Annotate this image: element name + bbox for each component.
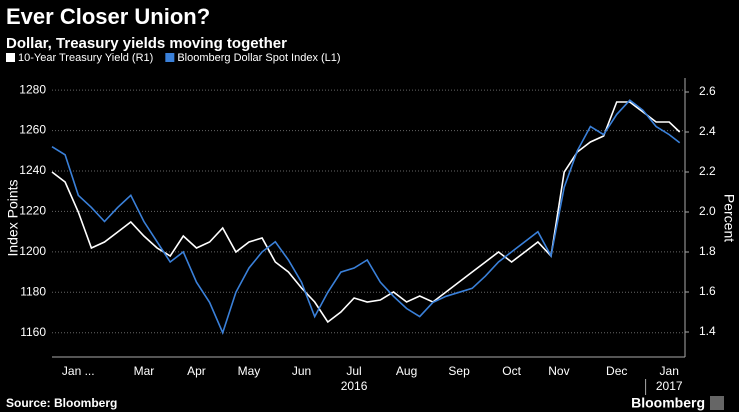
y-tick-label: 1180 bbox=[20, 284, 46, 298]
x-tick-label: Jan ... bbox=[62, 364, 95, 378]
x-tick-label: Jan bbox=[660, 364, 679, 378]
x-tick-label: Mar bbox=[134, 364, 155, 378]
x-tick-label: Nov bbox=[548, 364, 569, 378]
y2-tick-label: 1.4 bbox=[699, 324, 716, 338]
y2-tick-label: 1.6 bbox=[699, 284, 716, 298]
x-tick-label: Sep bbox=[448, 364, 470, 378]
y-tick-label: 1240 bbox=[19, 163, 46, 177]
x-tick-label: Dec bbox=[606, 364, 627, 378]
y-tick-label: 1160 bbox=[20, 325, 46, 339]
brand-icon bbox=[710, 396, 724, 410]
y2-tick-label: 2.0 bbox=[699, 204, 716, 218]
chart-subtitle: Dollar, Treasury yields moving together bbox=[6, 35, 287, 52]
x-tick-label: Apr bbox=[187, 364, 206, 378]
y-tick-label: 1260 bbox=[19, 123, 46, 137]
x-tick-label: Jun bbox=[292, 364, 311, 378]
x-tick-label: May bbox=[238, 364, 261, 378]
legend-label: Bloomberg Dollar Spot Index (L1) bbox=[177, 52, 340, 64]
y2-tick-label: 1.8 bbox=[699, 244, 716, 258]
y-tick-label: 1220 bbox=[19, 204, 46, 218]
legend-swatch bbox=[165, 53, 175, 62]
x-year-label: 2017 bbox=[656, 379, 683, 393]
x-year-label: 2016 bbox=[341, 379, 368, 393]
y-tick-label: 1200 bbox=[19, 244, 46, 258]
y2-tick-label: 2.2 bbox=[699, 164, 716, 178]
y2-axis-title: Percent bbox=[721, 194, 737, 242]
x-tick-label: Aug bbox=[396, 364, 417, 378]
legend-swatch bbox=[6, 53, 15, 62]
y-axis-title: Index Points bbox=[5, 179, 21, 256]
source-note: Source: Bloomberg bbox=[6, 396, 117, 410]
x-tick-label: Oct bbox=[502, 364, 521, 378]
y-tick-label: 1280 bbox=[19, 82, 46, 96]
series-line bbox=[51, 99, 681, 335]
brand-logo: Bloomberg bbox=[631, 395, 705, 411]
legend-label: 10-Year Treasury Yield (R1) bbox=[18, 52, 153, 64]
chart-title: Ever Closer Union? bbox=[6, 4, 210, 29]
x-tick-label: Jul bbox=[346, 364, 361, 378]
y2-tick-label: 2.4 bbox=[699, 124, 716, 138]
y2-tick-label: 2.6 bbox=[699, 84, 716, 98]
